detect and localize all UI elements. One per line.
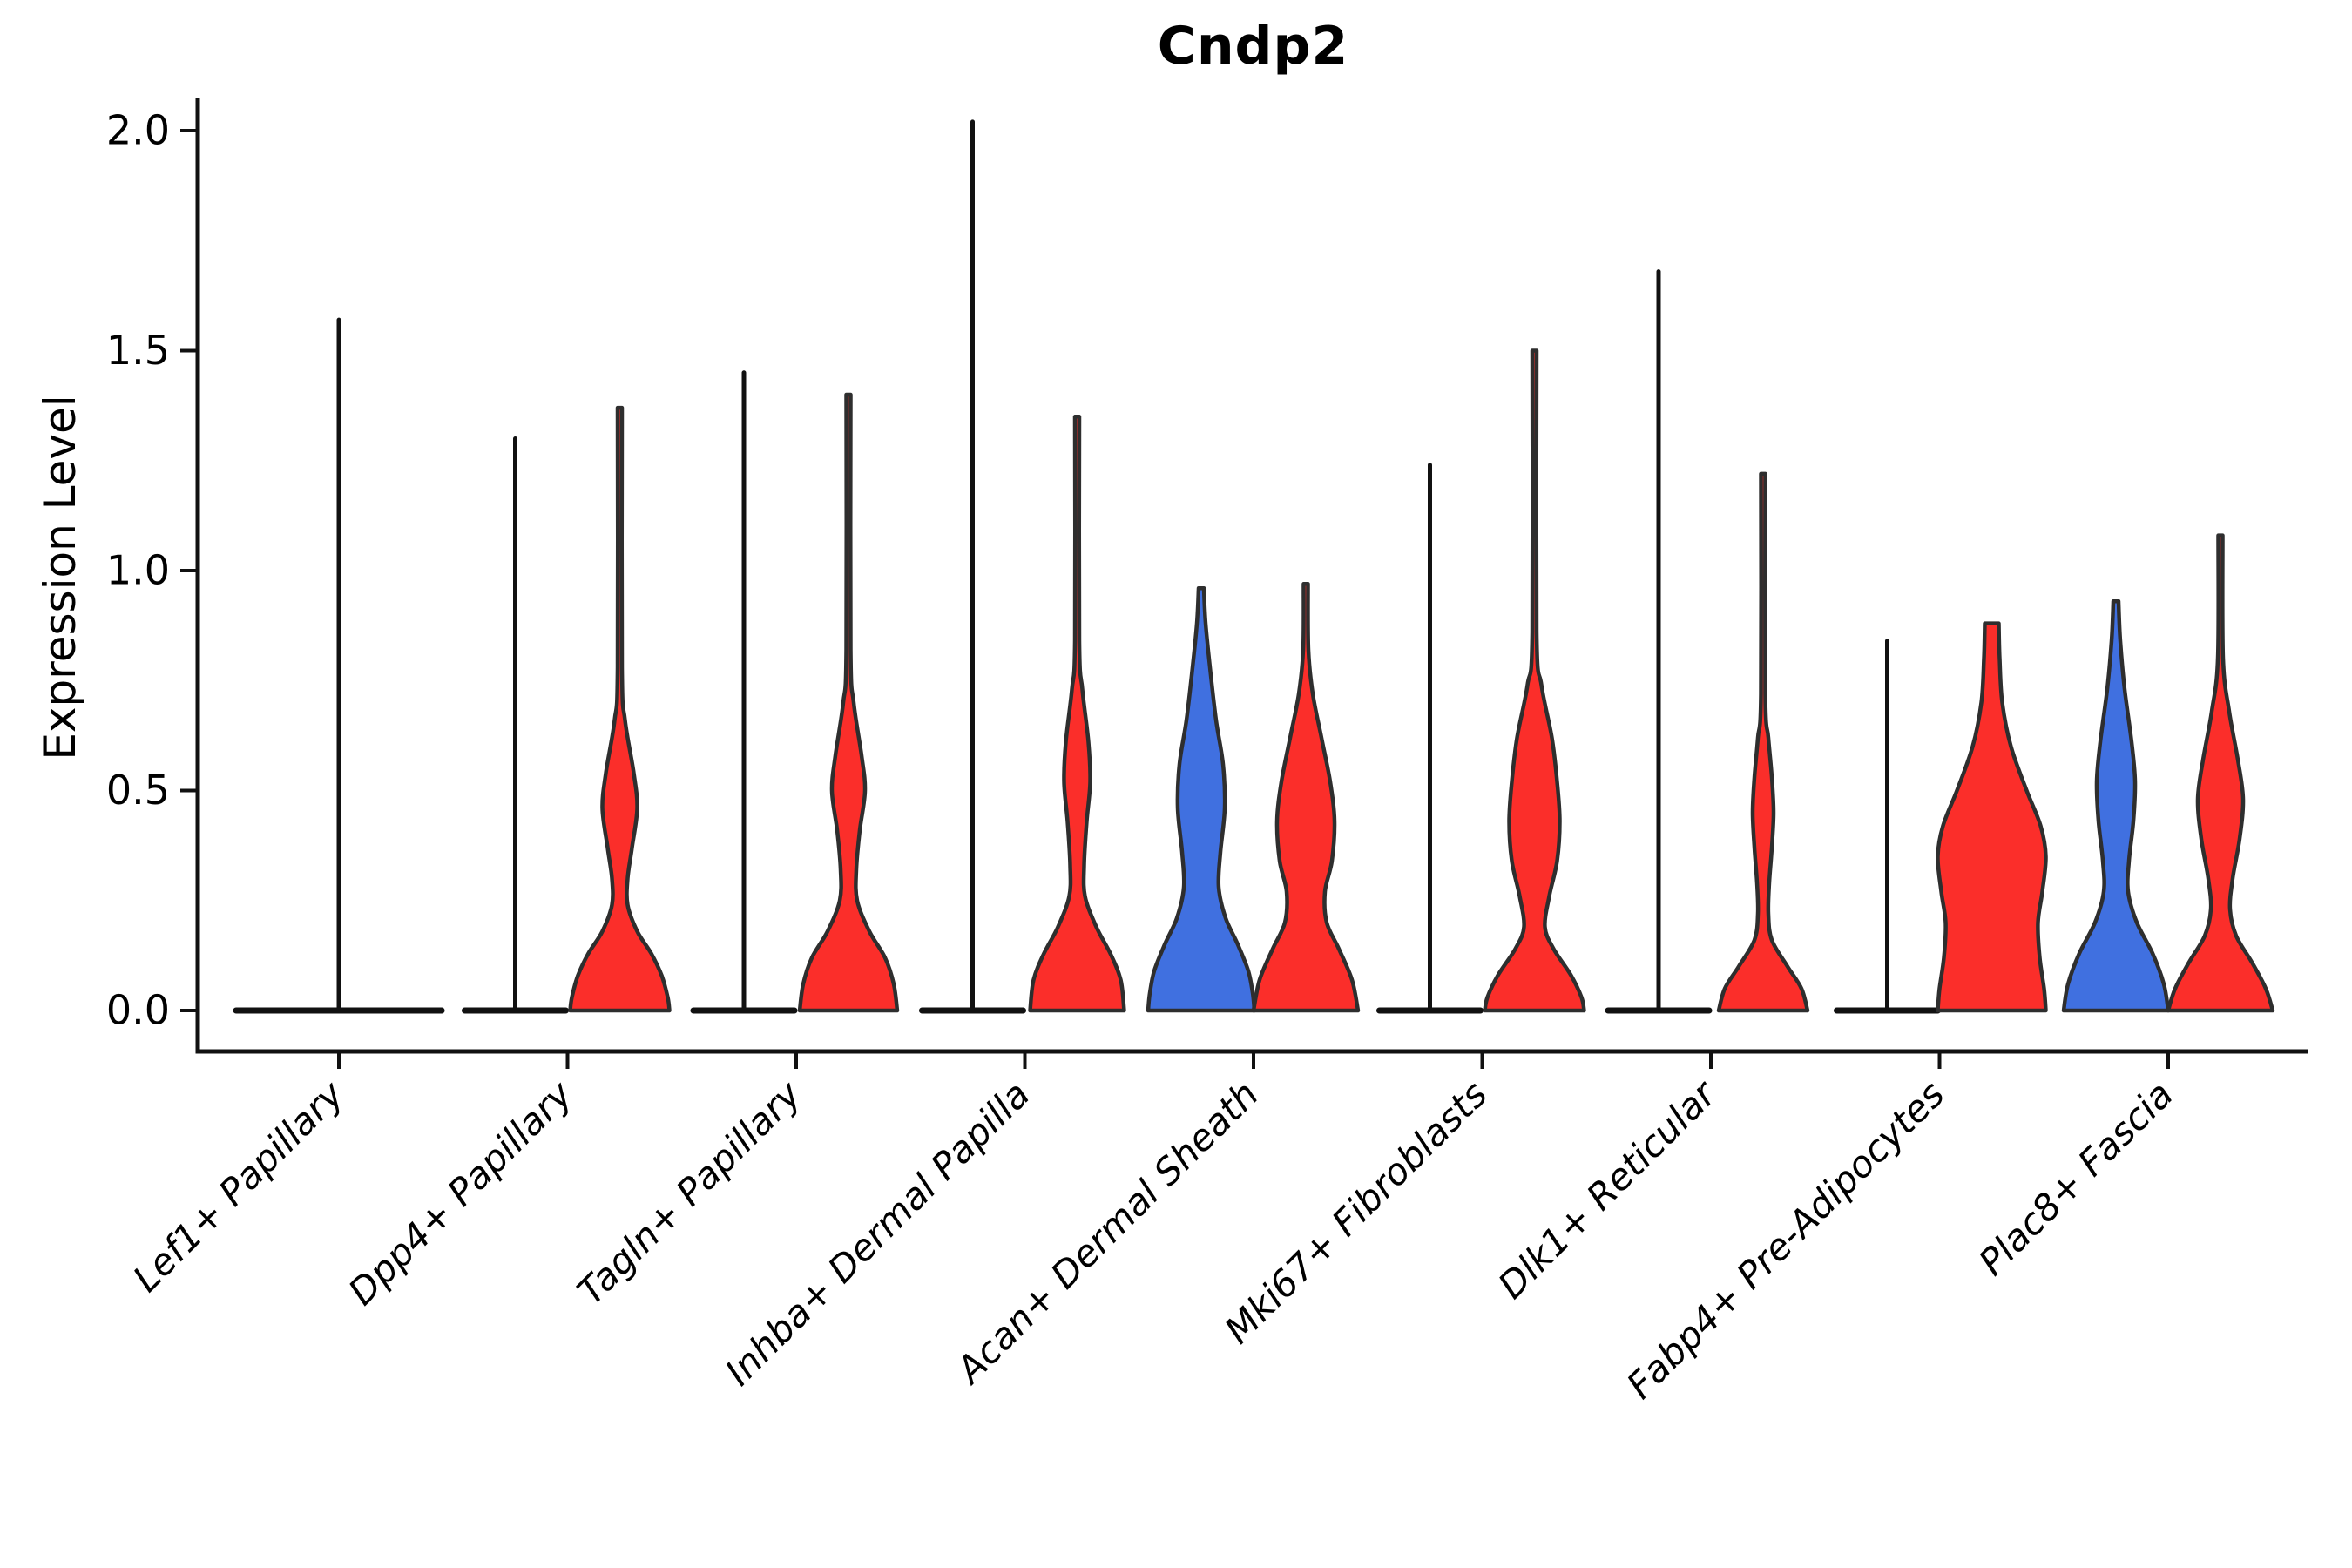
y-tick-label-1: 0.5 (106, 767, 170, 814)
y-tick-label-3: 1.5 (106, 327, 170, 374)
x-tick-label-0: Lef1+ Papillary (125, 1072, 353, 1301)
violin-2-right (797, 392, 900, 1013)
violin-5-right (1483, 348, 1586, 1013)
violin-4-right (1251, 581, 1361, 1013)
violin-6-right (1716, 471, 1810, 1013)
y-tick-label-0: 0.0 (106, 987, 170, 1034)
y-tick-label-4: 2.0 (106, 107, 170, 154)
violin-8-left (2061, 599, 2171, 1013)
x-tick-label-5: Mki67+ Fibroblasts (1216, 1072, 1495, 1351)
x-tick-label-6: Dlk1+ Reticular (1490, 1071, 1726, 1307)
x-tick-label-8: Plac8+ Fascia (1970, 1072, 2181, 1283)
violin-4-left (1146, 585, 1257, 1013)
violin-1-right (568, 405, 672, 1013)
violin-8-right (2166, 533, 2275, 1013)
violin-3-right (1028, 415, 1126, 1013)
chart-title: Cndp2 (1157, 16, 1349, 77)
y-tick-label-2: 1.0 (106, 547, 170, 594)
x-tick-label-1: Dpp4+ Papillary (340, 1072, 581, 1314)
x-tick-label-2: Tagln+ Papillary (569, 1072, 810, 1314)
violin-7-right (1936, 621, 2048, 1013)
